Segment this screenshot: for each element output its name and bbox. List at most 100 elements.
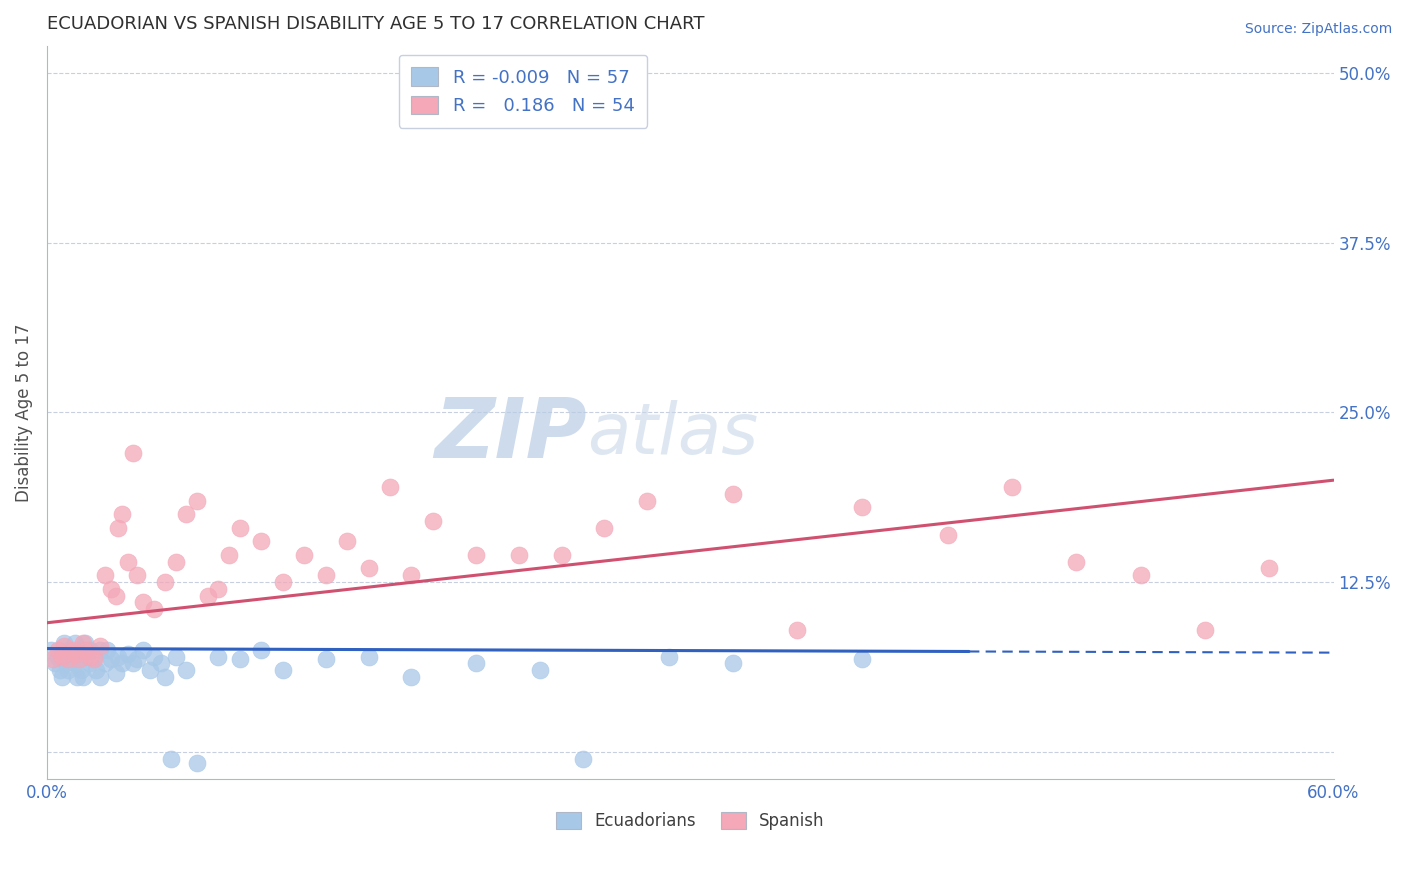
- Point: [165, 649, 187, 664]
- Point: [315, 568, 337, 582]
- Point: [207, 649, 229, 664]
- Text: Source: ZipAtlas.com: Source: ZipAtlas.com: [1244, 22, 1392, 37]
- Point: [1001, 480, 1024, 494]
- Point: [786, 623, 808, 637]
- Point: [55, 657, 77, 671]
- Point: [174, 507, 197, 521]
- Point: [58, 652, 80, 666]
- Point: [83, 652, 105, 666]
- Point: [89, 639, 111, 653]
- Point: [104, 665, 127, 680]
- Point: [44, 657, 66, 671]
- Point: [1064, 555, 1087, 569]
- Point: [132, 595, 155, 609]
- Point: [121, 657, 143, 671]
- Point: [139, 663, 162, 677]
- Point: [53, 636, 76, 650]
- Legend: Ecuadorians, Spanish: Ecuadorians, Spanish: [550, 805, 831, 837]
- Point: [79, 649, 101, 664]
- Point: [46, 643, 69, 657]
- Point: [121, 446, 143, 460]
- Point: [572, 751, 595, 765]
- Point: [51, 670, 73, 684]
- Point: [165, 555, 187, 569]
- Point: [229, 521, 252, 535]
- Text: ECUADORIAN VS SPANISH DISABILITY AGE 5 TO 17 CORRELATION CHART: ECUADORIAN VS SPANISH DISABILITY AGE 5 T…: [46, 15, 704, 33]
- Point: [63, 657, 86, 671]
- Point: [46, 649, 69, 664]
- Point: [53, 639, 76, 653]
- Point: [636, 493, 658, 508]
- Point: [721, 657, 744, 671]
- Point: [125, 568, 148, 582]
- Point: [851, 652, 873, 666]
- Point: [67, 652, 90, 666]
- Point: [153, 670, 176, 684]
- Point: [100, 582, 122, 596]
- Point: [197, 589, 219, 603]
- Point: [378, 480, 401, 494]
- Point: [250, 643, 273, 657]
- Point: [62, 649, 84, 664]
- Point: [96, 643, 118, 657]
- Point: [422, 514, 444, 528]
- Point: [936, 527, 959, 541]
- Point: [63, 636, 86, 650]
- Point: [51, 649, 73, 664]
- Point: [186, 493, 208, 508]
- Point: [70, 663, 93, 677]
- Text: ZIP: ZIP: [434, 393, 588, 475]
- Point: [83, 649, 105, 664]
- Point: [63, 647, 86, 661]
- Point: [1129, 568, 1152, 582]
- Point: [75, 643, 97, 657]
- Point: [72, 670, 94, 684]
- Point: [315, 652, 337, 666]
- Point: [49, 663, 72, 677]
- Point: [1194, 623, 1216, 637]
- Point: [292, 548, 315, 562]
- Point: [75, 649, 97, 664]
- Point: [464, 657, 486, 671]
- Point: [107, 649, 129, 664]
- Point: [100, 652, 122, 666]
- Point: [218, 548, 240, 562]
- Point: [42, 652, 65, 666]
- Y-axis label: Disability Age 5 to 17: Disability Age 5 to 17: [15, 323, 32, 501]
- Point: [104, 589, 127, 603]
- Point: [186, 756, 208, 770]
- Point: [658, 649, 681, 664]
- Point: [111, 507, 134, 521]
- Point: [550, 548, 572, 562]
- Point: [79, 657, 101, 671]
- Point: [132, 643, 155, 657]
- Point: [62, 643, 84, 657]
- Point: [107, 521, 129, 535]
- Point: [94, 568, 117, 582]
- Point: [529, 663, 551, 677]
- Point: [75, 636, 97, 650]
- Point: [143, 602, 166, 616]
- Text: atlas: atlas: [588, 400, 758, 469]
- Point: [207, 582, 229, 596]
- Point: [271, 574, 294, 589]
- Point: [117, 555, 139, 569]
- Point: [1258, 561, 1281, 575]
- Point: [39, 643, 62, 657]
- Point: [336, 534, 359, 549]
- Point: [66, 670, 89, 684]
- Point: [593, 521, 616, 535]
- Point: [72, 636, 94, 650]
- Point: [851, 500, 873, 515]
- Point: [357, 649, 380, 664]
- Point: [401, 568, 423, 582]
- Point: [53, 649, 76, 664]
- Point: [67, 652, 90, 666]
- Point: [271, 663, 294, 677]
- Point: [58, 663, 80, 677]
- Point: [143, 649, 166, 664]
- Point: [721, 487, 744, 501]
- Point: [111, 657, 134, 671]
- Point: [250, 534, 273, 549]
- Point: [174, 663, 197, 677]
